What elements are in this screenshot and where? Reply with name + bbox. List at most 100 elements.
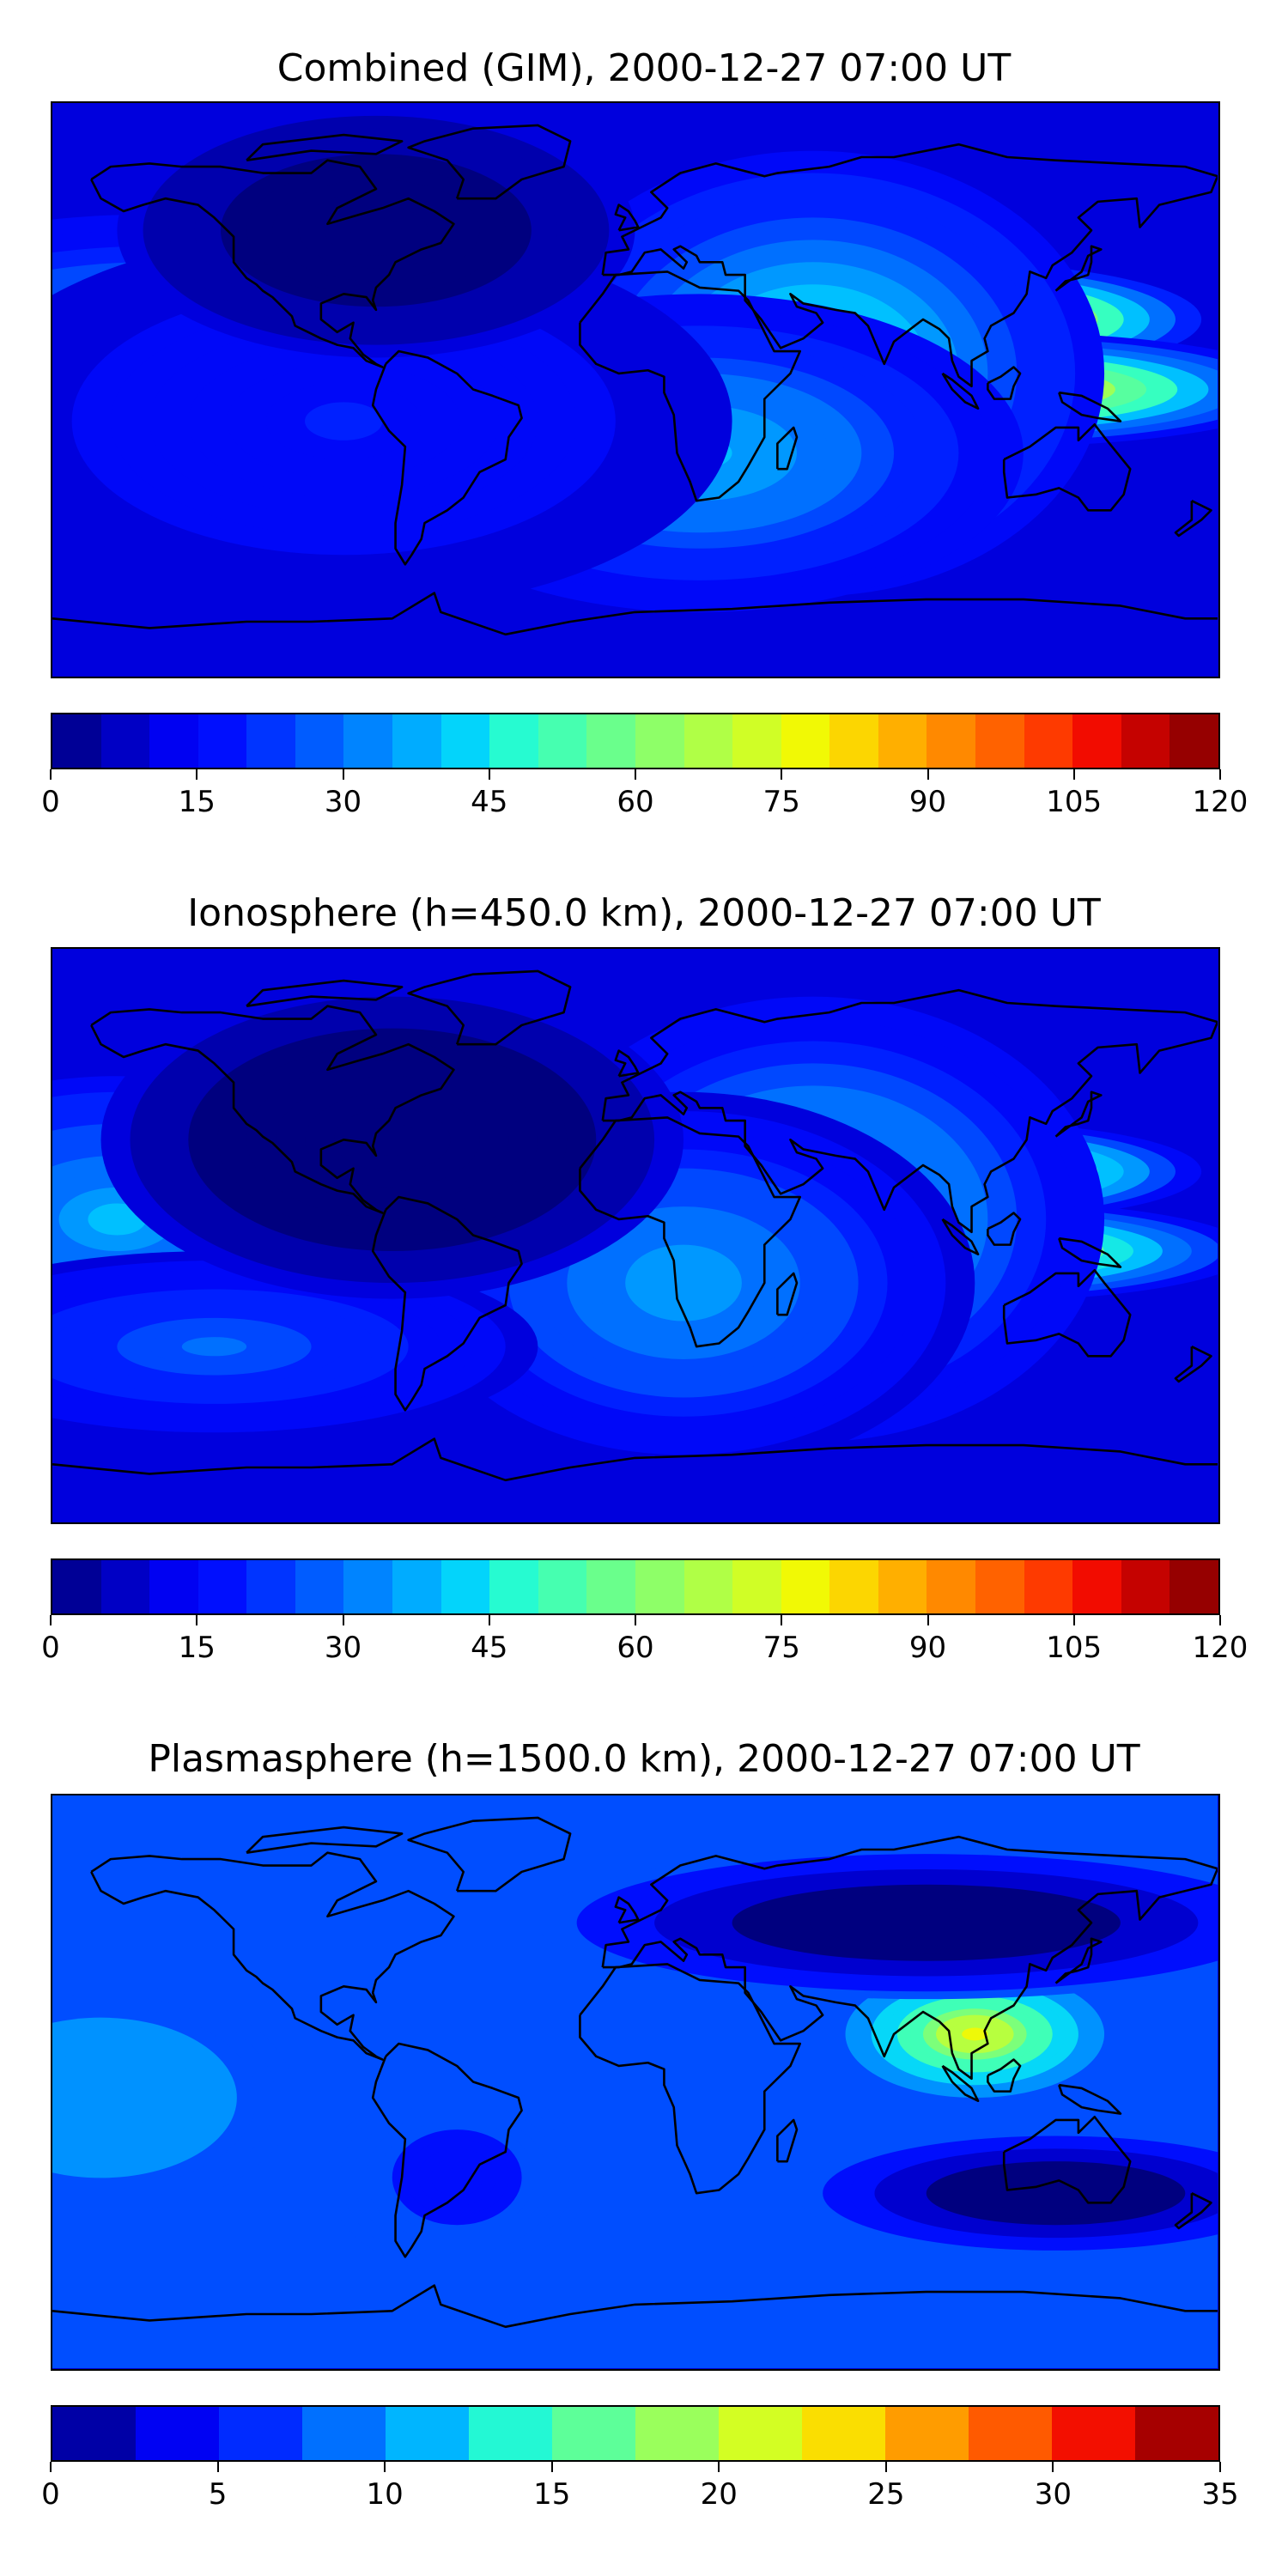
colorbar-tick <box>781 769 783 780</box>
colorbar-bin <box>829 714 878 768</box>
coastline <box>1054 1091 1103 1138</box>
coastlines <box>52 124 1218 636</box>
colorbar-tick <box>196 1615 198 1625</box>
colorbar-tick-label: 15 <box>178 1631 216 1665</box>
field-contour <box>349 217 403 244</box>
coastline <box>601 988 1218 1234</box>
coastline <box>1058 2083 1122 2115</box>
map-combined <box>51 101 1220 678</box>
colorbar-tick <box>50 2462 52 2472</box>
coastline <box>90 1005 455 1214</box>
colorbar-tick-label: 60 <box>617 785 654 819</box>
colorbar-bin <box>246 714 295 768</box>
colorbar-tick-label: 30 <box>1034 2477 1072 2512</box>
colorbar-tick <box>1072 769 1075 780</box>
colorbar-bin <box>1121 714 1170 768</box>
colorbar-bin <box>719 2407 802 2460</box>
coastline <box>1054 1937 1103 1984</box>
coastline <box>987 2058 1022 2093</box>
coastline <box>371 2042 523 2258</box>
colorbar-tick <box>718 2462 720 2472</box>
colorbar-bin <box>878 714 927 768</box>
colorbar-tick <box>50 769 52 780</box>
coastline <box>407 969 572 1046</box>
colorbar-tick <box>50 1615 52 1625</box>
colorbar-bin <box>927 1560 975 1613</box>
coastline <box>776 2118 799 2163</box>
colorbar-tick <box>488 769 490 780</box>
colorbar-bin <box>975 714 1024 768</box>
field-contour <box>887 1915 965 1931</box>
colorbar-bin <box>732 1560 781 1613</box>
colorbar-tick <box>550 2462 553 2472</box>
colorbar-tick <box>927 769 929 780</box>
coastline <box>579 1116 802 1348</box>
colorbar-bin <box>149 714 198 768</box>
colorbar-tick-label: 75 <box>762 785 800 819</box>
field-feature-6 <box>100 981 684 1299</box>
colorbar-bin <box>878 1560 927 1613</box>
coastline <box>1002 1268 1132 1358</box>
colorbar-bin <box>295 714 344 768</box>
coastline <box>941 2064 980 2103</box>
map-plasmasphere <box>51 1794 1220 2371</box>
colorbar-bin <box>683 714 733 768</box>
colorbar-tick-label: 120 <box>1192 785 1249 819</box>
colorbar-bin <box>52 2407 136 2460</box>
colorbar-tick-label: 35 <box>1201 2477 1239 2512</box>
field-contour <box>88 1203 147 1236</box>
coastline <box>246 1826 404 1854</box>
field-feature-6 <box>117 103 635 358</box>
coastline <box>601 143 1218 388</box>
colorbar-tick <box>635 769 636 780</box>
colorbar-bin <box>927 714 975 768</box>
panel-title-combined: Combined (GIM), 2000-12-27 07:00 UT <box>276 46 1012 90</box>
colorbar-tick <box>635 1615 636 1625</box>
coastline <box>1002 2115 1132 2204</box>
colorbar-tick <box>384 2462 386 2472</box>
field-feature-3 <box>538 1846 1218 2000</box>
colorbar-bin <box>440 1560 490 1613</box>
coastline <box>1058 391 1122 422</box>
colorbar-tick <box>781 1615 783 1625</box>
field-feature-1 <box>52 1983 295 2213</box>
colorbar-bin <box>246 1560 295 1613</box>
colorbar-bin <box>732 714 781 768</box>
colorbar-tick-label: 0 <box>41 2477 60 2512</box>
colorbar-tick-label: 105 <box>1046 785 1103 819</box>
colorbar-bin <box>1024 714 1073 768</box>
colorbar-tick <box>1219 769 1221 780</box>
colorbar-bin <box>538 1560 587 1613</box>
colorbar-bin <box>302 2407 386 2460</box>
colorbar-tick-label: 45 <box>471 1631 508 1665</box>
colorbar-tick <box>342 769 344 780</box>
coastline <box>90 159 455 368</box>
colorbar-bin <box>552 2407 635 2460</box>
colorbar-bin <box>392 1560 441 1613</box>
colorbar-bin <box>1135 2407 1218 2460</box>
coastline <box>90 1851 455 2061</box>
colorbar-tick <box>488 1615 490 1625</box>
coastline <box>52 592 1218 636</box>
colorbar-bin <box>969 2407 1052 2460</box>
field-contour <box>962 2027 988 2041</box>
field-contour <box>444 2167 471 2187</box>
colorbar-tick <box>1072 1615 1075 1625</box>
colorbar-tick-label: 90 <box>908 1631 947 1665</box>
coastline <box>1054 245 1103 292</box>
colorbar-bin <box>343 1560 393 1613</box>
colorbar-tick-label: 25 <box>867 2477 905 2512</box>
field-feature-4 <box>797 2129 1218 2257</box>
coastline <box>614 1896 640 1924</box>
coastline <box>941 372 980 410</box>
field-contour <box>1030 2186 1082 2200</box>
colorbar-tick-label: 15 <box>533 2477 571 2512</box>
colorbar-bin <box>1052 2407 1135 2460</box>
colorbar-tick-label: 30 <box>324 785 362 819</box>
field-contour <box>305 402 383 440</box>
colorbar-tick <box>1219 1615 1221 1625</box>
colorbar-bin <box>781 714 830 768</box>
colorbar-tick-label: 120 <box>1192 1631 1249 1665</box>
colorbar-tick <box>196 769 198 780</box>
coastline <box>987 366 1022 400</box>
